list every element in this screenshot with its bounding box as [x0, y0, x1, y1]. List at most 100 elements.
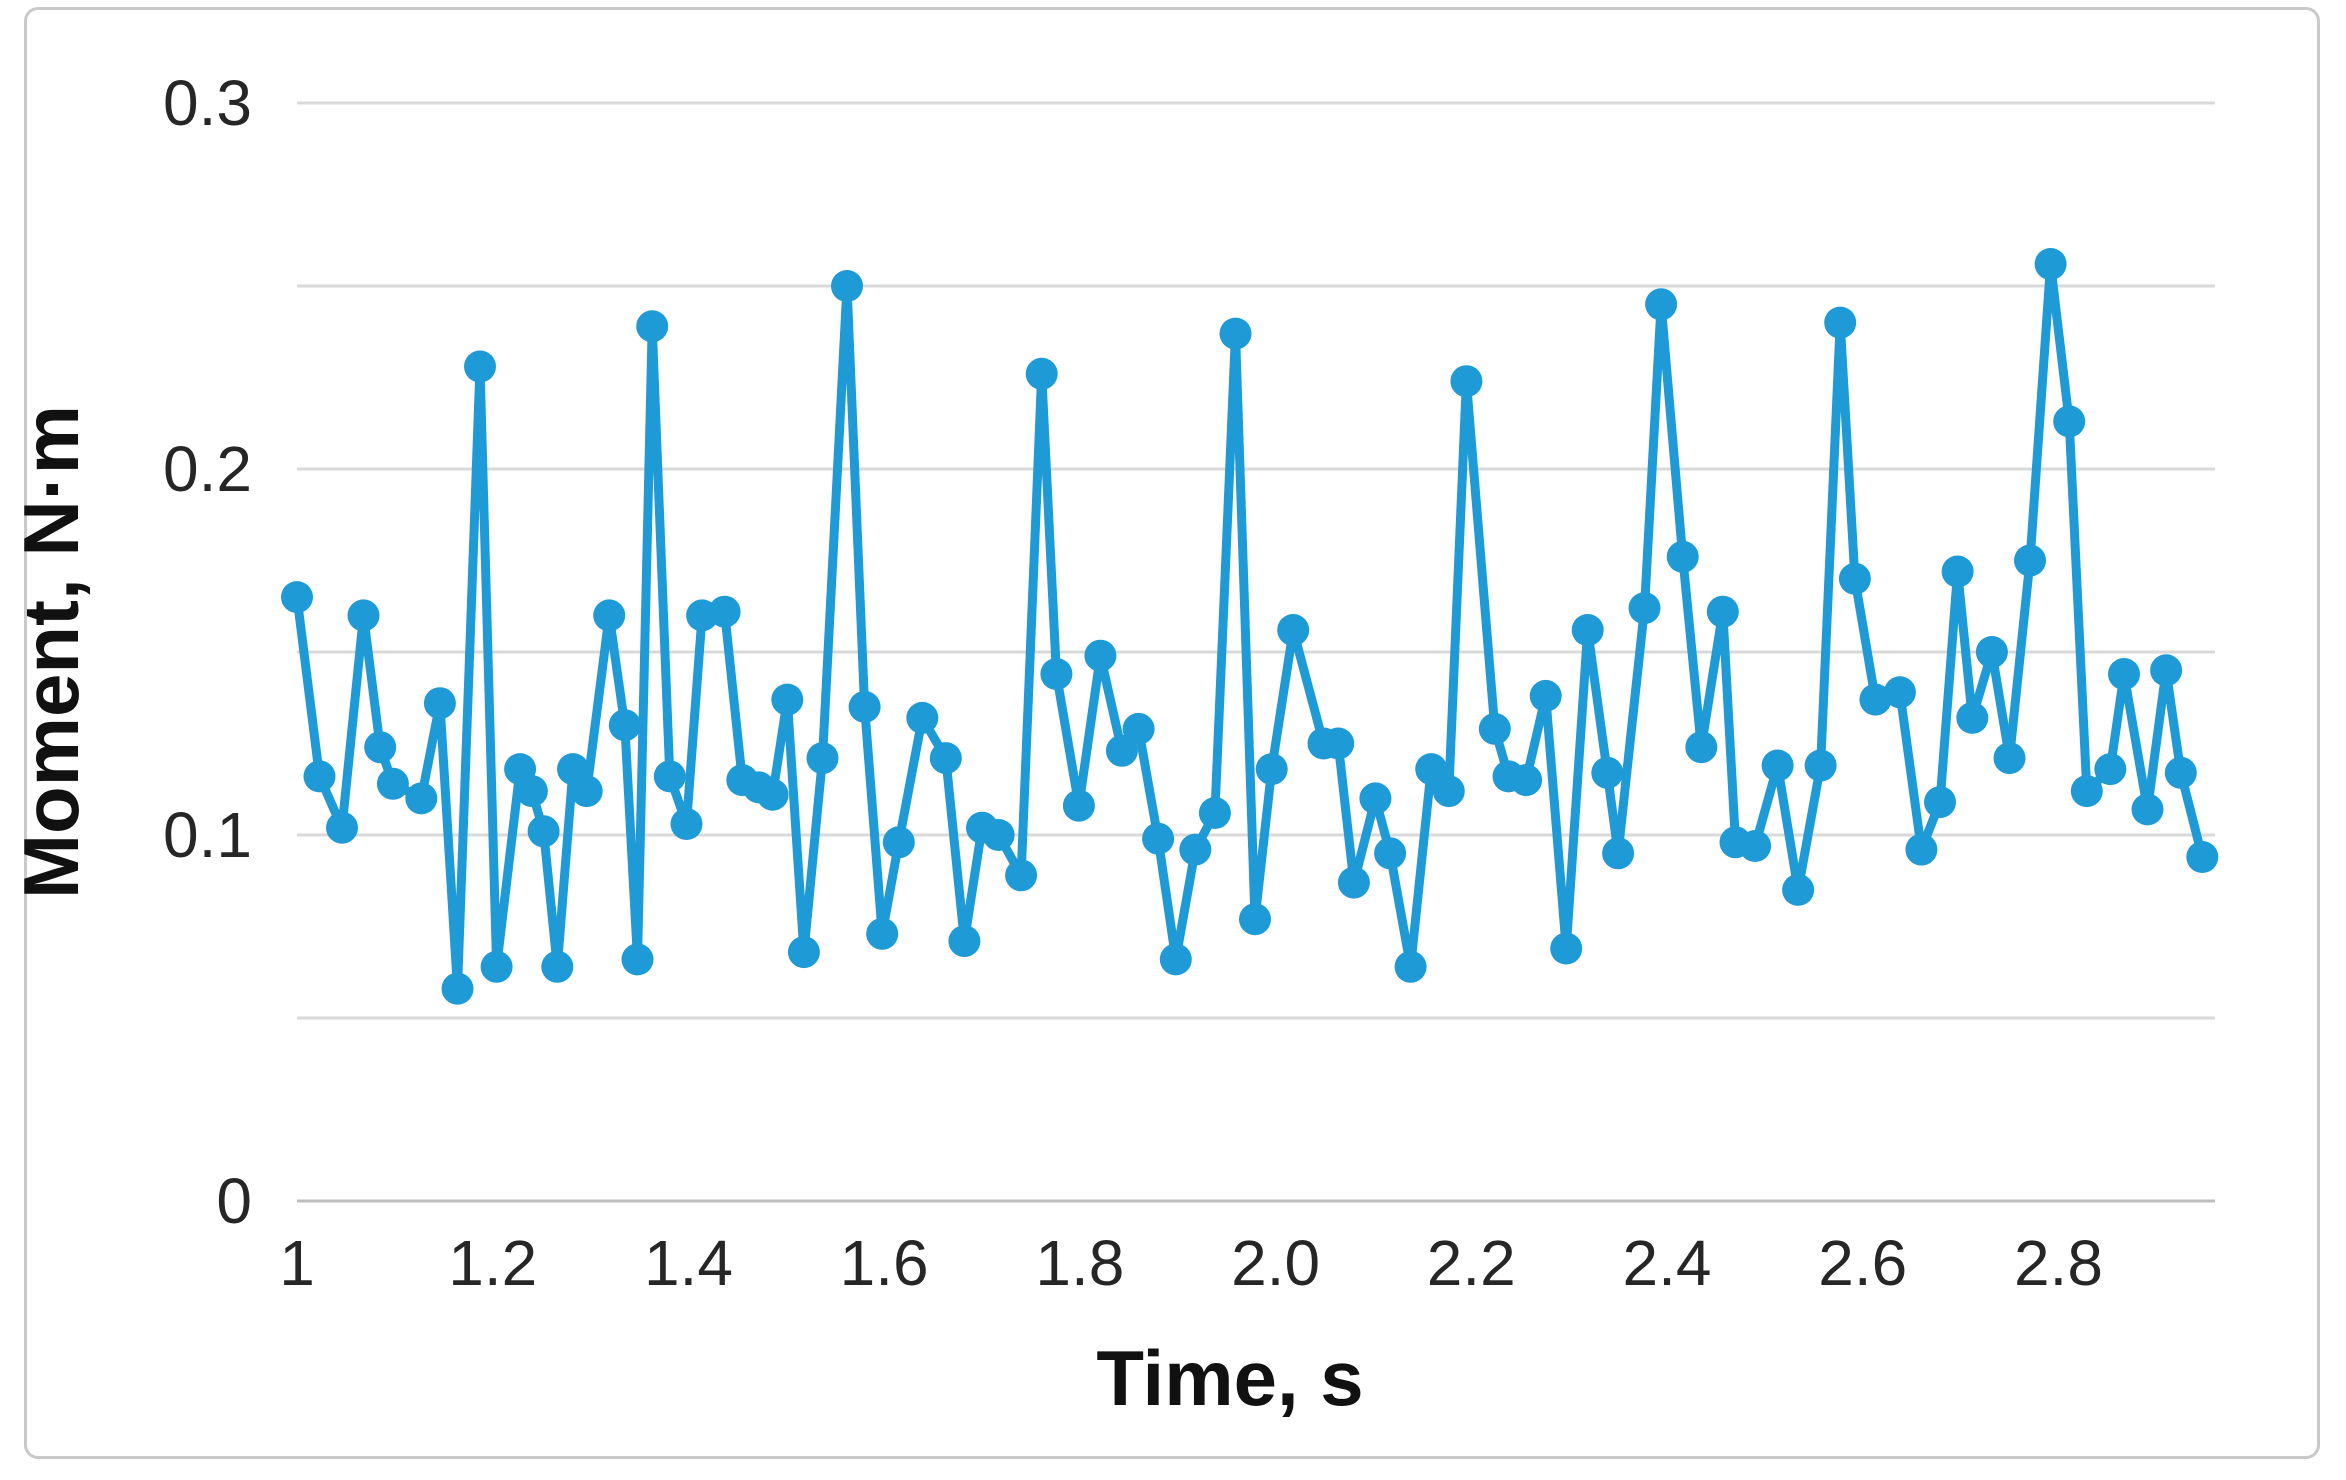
data-point — [771, 683, 804, 716]
y-axis-title: Moment, N·m — [7, 405, 95, 899]
y-tick-label: 0.1 — [163, 799, 252, 871]
data-point — [541, 950, 574, 983]
data-point — [787, 936, 820, 969]
data-point — [593, 599, 626, 632]
data-point — [515, 775, 548, 808]
data-point — [2094, 753, 2127, 786]
data-point — [1122, 712, 1155, 745]
data-point — [948, 925, 981, 958]
data-point — [670, 808, 703, 840]
data-point — [1005, 859, 1038, 892]
data-point — [882, 826, 915, 859]
x-tick-label: 1.2 — [448, 1227, 537, 1299]
data-point — [1591, 756, 1624, 789]
data-point — [848, 690, 881, 723]
data-point — [831, 270, 863, 302]
x-axis-title: Time, s — [1096, 1334, 1363, 1422]
data-point — [441, 972, 474, 1005]
data-point — [1550, 932, 1583, 965]
data-point — [326, 811, 358, 844]
data-point — [1198, 797, 1231, 829]
data-point — [2108, 658, 2140, 690]
data-point — [1450, 365, 1483, 398]
x-tick-label: 2.8 — [2014, 1227, 2103, 1299]
data-point — [906, 701, 939, 734]
data-point — [866, 917, 899, 950]
data-point — [347, 599, 380, 632]
data-point — [376, 767, 409, 800]
data-point — [1159, 943, 1192, 976]
data-point — [636, 310, 669, 343]
data-point — [608, 709, 641, 742]
data-point — [653, 760, 686, 793]
data-point — [405, 782, 438, 815]
data-point — [1602, 837, 1635, 870]
data-point — [982, 819, 1015, 851]
data-point — [1415, 753, 1448, 786]
data-point — [570, 775, 603, 808]
data-point — [2034, 248, 2067, 280]
data-point — [1510, 764, 1543, 797]
y-tick-label: 0 — [216, 1165, 252, 1237]
x-tick-label: 2.6 — [1818, 1227, 1907, 1299]
data-point — [464, 350, 496, 383]
data-point — [1571, 614, 1604, 646]
data-point — [2070, 775, 2103, 808]
data-point — [1993, 742, 2026, 775]
axis-labels-group: Moment, N·m Time, s — [7, 405, 1364, 1422]
data-point — [1824, 306, 1857, 339]
chart-outer-frame — [24, 7, 2320, 1459]
data-point — [756, 778, 789, 811]
data-point — [1394, 950, 1427, 983]
data-point — [1706, 595, 1739, 628]
data-point — [1025, 357, 1058, 390]
x-tick-label: 2.2 — [1427, 1227, 1516, 1299]
x-tick-label: 1 — [279, 1227, 315, 1299]
data-point — [1239, 903, 1271, 936]
data-point — [1432, 775, 1465, 808]
data-point — [1322, 727, 1355, 760]
data-point — [1782, 873, 1815, 906]
data-point — [708, 595, 741, 628]
data-point — [1838, 562, 1871, 595]
data-point — [2150, 654, 2183, 687]
data-point — [1975, 636, 2008, 668]
data-point — [1478, 712, 1511, 745]
y-tick-label: 0.2 — [163, 433, 252, 505]
data-point — [1666, 540, 1699, 573]
axes-group: 0 0.1 0.2 0.3 1 1.2 1.4 1.6 1.8 2.0 2.2 2.4 2.6 2.8 — [163, 67, 2103, 1299]
data-point — [1905, 833, 1938, 866]
data-point — [527, 815, 560, 848]
data-point — [806, 742, 839, 775]
x-tick-label: 2.0 — [1231, 1227, 1320, 1299]
data-point — [1084, 639, 1117, 672]
data-point — [2014, 544, 2046, 577]
data-point — [1359, 782, 1392, 815]
data-point — [1859, 683, 1892, 716]
data-point — [1105, 734, 1138, 767]
x-tick-label: 1.6 — [840, 1227, 929, 1299]
data-point — [1739, 830, 1772, 862]
data-point — [1956, 701, 1989, 734]
data-point — [1374, 837, 1407, 870]
data-point — [1529, 679, 1562, 712]
data-point — [621, 943, 654, 976]
data-point — [2053, 405, 2086, 438]
data-point — [480, 950, 513, 983]
data-point — [1804, 749, 1837, 782]
data-point — [1883, 676, 1916, 709]
x-tick-label: 1.4 — [644, 1227, 733, 1299]
gridlines-group — [297, 101, 2215, 1203]
data-point — [1142, 822, 1175, 855]
data-point — [1219, 317, 1252, 350]
data-point — [1179, 833, 1212, 866]
data-point — [1685, 731, 1718, 764]
data-point — [423, 687, 456, 720]
x-tick-label: 2.4 — [1623, 1227, 1712, 1299]
data-point — [1062, 789, 1095, 822]
data-point — [2131, 793, 2164, 826]
data-point — [303, 760, 336, 793]
data-point — [1924, 786, 1956, 819]
data-point — [1761, 749, 1794, 782]
